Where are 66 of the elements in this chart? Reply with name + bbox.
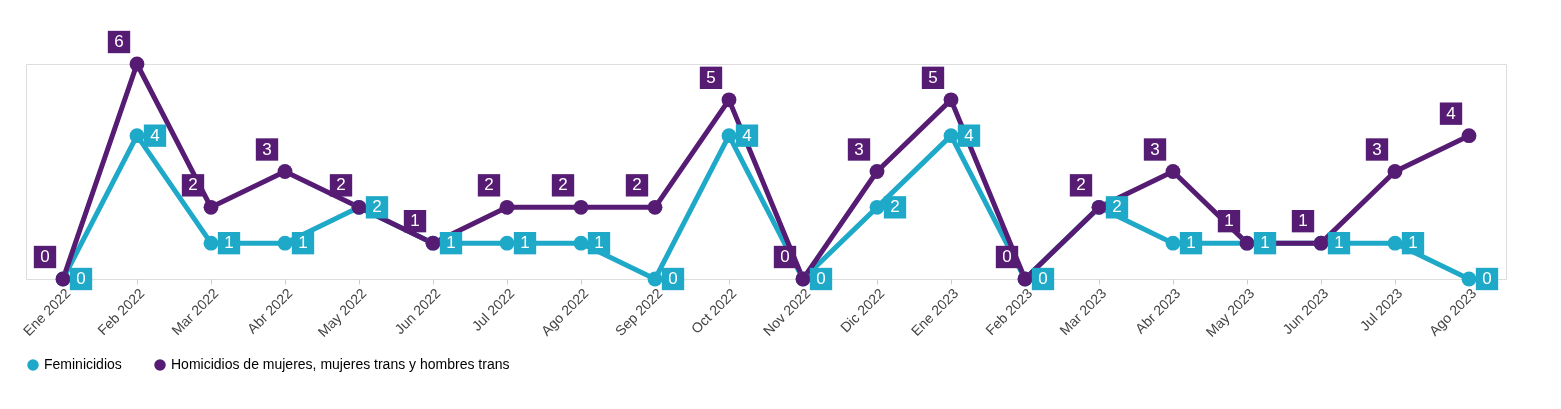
data-label: 1 xyxy=(1224,211,1234,231)
point xyxy=(1461,271,1477,287)
data-label: 2 xyxy=(372,197,382,217)
point xyxy=(277,235,293,251)
point xyxy=(869,164,885,179)
data-label: 2 xyxy=(188,175,198,195)
data-label: 2 xyxy=(1112,197,1122,217)
point xyxy=(721,92,737,108)
data-label: 1 xyxy=(594,233,604,253)
point xyxy=(943,92,959,108)
legend-label: Homicidios de mujeres, mujeres trans y hombres trans xyxy=(171,356,510,372)
point xyxy=(1461,128,1477,144)
data-label: 0 xyxy=(780,247,790,266)
data-label: 3 xyxy=(262,139,272,159)
data-label: 1 xyxy=(224,233,234,253)
point xyxy=(1387,164,1403,179)
data-label: 2 xyxy=(484,175,494,195)
data-label: 1 xyxy=(298,233,308,253)
point xyxy=(573,235,589,251)
point xyxy=(203,199,219,215)
point xyxy=(647,271,663,287)
data-label: 4 xyxy=(150,125,160,145)
data-label: 1 xyxy=(1408,233,1418,253)
point xyxy=(573,199,589,215)
data-label: 0 xyxy=(40,247,50,266)
data-label: 2 xyxy=(1076,175,1086,195)
data-label: 6 xyxy=(114,32,124,51)
point xyxy=(943,128,959,144)
data-label: 0 xyxy=(1038,269,1048,288)
point xyxy=(129,128,145,144)
data-label: 5 xyxy=(706,67,716,87)
data-label: 2 xyxy=(336,175,346,195)
data-label: 0 xyxy=(816,269,826,288)
data-label: 0 xyxy=(1002,247,1012,266)
data-label: 0 xyxy=(1482,269,1492,288)
point xyxy=(1165,164,1181,179)
point xyxy=(277,164,293,179)
data-label: 2 xyxy=(558,175,568,195)
data-label: 1 xyxy=(1260,233,1270,253)
data-label: 4 xyxy=(1446,103,1456,123)
data-label: 1 xyxy=(1334,233,1344,253)
data-label: 1 xyxy=(446,233,456,253)
data-label: 3 xyxy=(1372,139,1382,159)
point xyxy=(1165,235,1181,251)
data-label: 4 xyxy=(964,125,974,145)
data-label: 0 xyxy=(668,269,678,288)
data-label: 1 xyxy=(410,211,420,231)
point xyxy=(499,235,515,251)
data-label: 1 xyxy=(520,233,530,253)
data-label: 5 xyxy=(928,67,938,87)
point xyxy=(869,199,885,215)
data-label: 2 xyxy=(890,197,900,217)
data-label: 0 xyxy=(76,269,86,288)
data-label: 3 xyxy=(854,139,864,159)
point xyxy=(129,56,145,72)
legend-label: Feminicidios xyxy=(44,356,122,372)
data-label: 1 xyxy=(1186,233,1196,253)
point xyxy=(203,235,219,251)
point xyxy=(499,199,515,215)
point xyxy=(721,128,737,144)
data-label: 4 xyxy=(742,125,752,145)
point xyxy=(1387,235,1403,251)
data-label: 3 xyxy=(1150,139,1160,159)
data-label: 2 xyxy=(632,175,642,195)
data-label: 1 xyxy=(1298,211,1308,231)
point xyxy=(647,199,663,215)
